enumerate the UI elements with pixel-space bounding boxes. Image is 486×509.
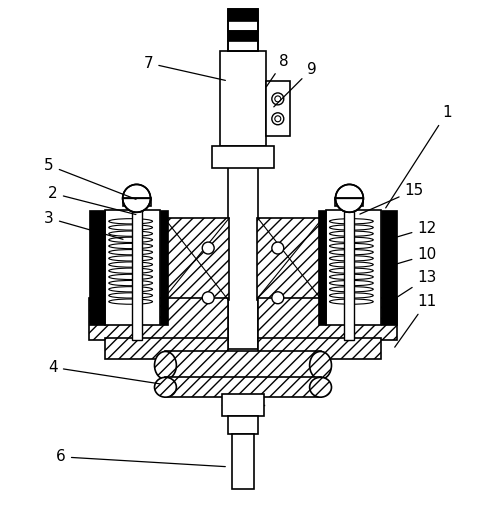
Circle shape [275,96,281,102]
Bar [326,210,381,325]
Circle shape [272,93,284,105]
Text: 7: 7 [144,55,226,80]
Bar [132,201,141,340]
Bar [228,41,258,51]
Ellipse shape [330,268,373,273]
Circle shape [272,113,284,125]
Ellipse shape [109,274,153,279]
Bar [228,416,258,434]
Bar [228,9,258,21]
Bar [122,199,151,206]
Ellipse shape [330,280,373,286]
Bar [228,51,258,350]
Bar [258,337,381,359]
Bar [164,218,229,300]
Ellipse shape [109,243,153,248]
Bar [228,9,258,51]
Ellipse shape [109,280,153,286]
Ellipse shape [109,293,153,298]
Ellipse shape [330,243,373,248]
Text: 10: 10 [396,247,436,264]
Text: 12: 12 [396,220,436,237]
Ellipse shape [330,231,373,236]
Bar [165,351,321,379]
Ellipse shape [109,231,153,236]
Wedge shape [335,199,364,212]
Bar [266,81,290,136]
Bar [232,434,254,489]
Bar [381,210,397,325]
Text: 9: 9 [274,62,316,107]
Text: 5: 5 [44,158,136,200]
Bar [258,298,397,340]
Ellipse shape [330,299,373,304]
Circle shape [202,242,214,254]
Text: 1: 1 [386,105,451,208]
Bar [220,51,266,146]
Ellipse shape [330,225,373,230]
Text: 2: 2 [48,186,136,214]
Text: 15: 15 [360,183,424,214]
Ellipse shape [109,225,153,230]
Bar [228,21,258,31]
Bar [89,298,228,340]
Bar [317,210,326,325]
Circle shape [272,242,284,254]
Ellipse shape [155,377,176,397]
Bar [228,31,258,41]
Text: 13: 13 [396,270,436,298]
Ellipse shape [109,262,153,267]
Ellipse shape [330,249,373,255]
Ellipse shape [330,274,373,279]
Ellipse shape [109,268,153,273]
Ellipse shape [330,219,373,224]
Circle shape [122,184,151,212]
Wedge shape [122,199,151,212]
Ellipse shape [109,219,153,224]
Text: 8: 8 [266,53,289,87]
Ellipse shape [330,287,373,292]
Ellipse shape [109,249,153,255]
Ellipse shape [109,256,153,261]
Ellipse shape [155,351,176,379]
Bar [89,210,105,325]
Bar [222,394,264,416]
Circle shape [335,184,364,212]
Ellipse shape [330,237,373,242]
Bar [345,201,354,340]
Bar [105,210,160,325]
Bar [165,377,321,397]
Bar [335,199,364,206]
Bar [212,146,274,167]
Ellipse shape [109,299,153,304]
Text: 11: 11 [395,294,436,347]
Text: 6: 6 [56,449,226,467]
Ellipse shape [330,262,373,267]
Ellipse shape [330,256,373,261]
Bar [105,337,228,359]
Circle shape [275,116,281,122]
Circle shape [202,292,214,304]
Bar [257,218,322,300]
Ellipse shape [109,287,153,292]
Text: 4: 4 [48,360,160,384]
Ellipse shape [109,237,153,242]
Circle shape [272,292,284,304]
Text: 3: 3 [44,211,123,239]
Ellipse shape [330,293,373,298]
Ellipse shape [310,351,331,379]
Ellipse shape [310,377,331,397]
Bar [160,210,169,325]
